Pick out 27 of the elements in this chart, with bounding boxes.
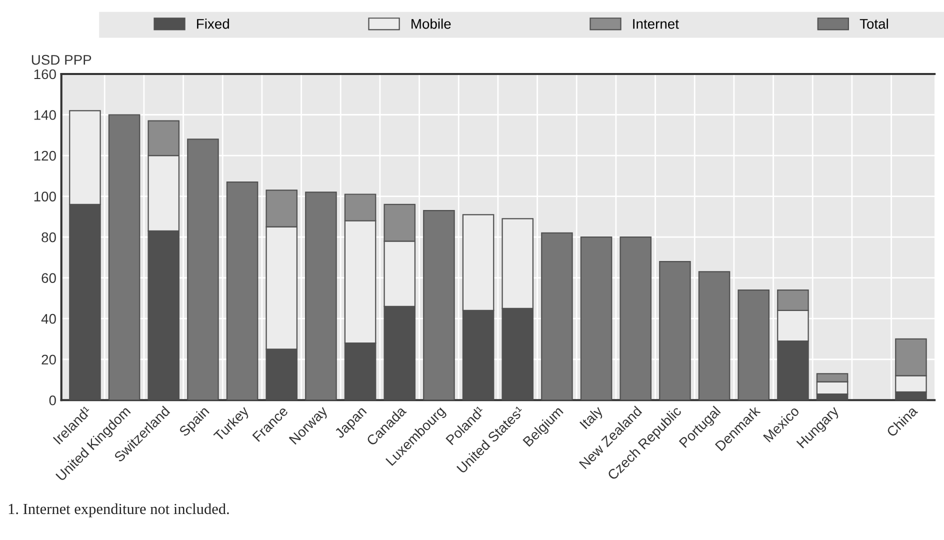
- bar: [738, 290, 770, 400]
- text: 1. Internet expenditure not included.: [8, 503, 229, 518]
- legend-label: Total: [860, 18, 888, 29]
- bar: [305, 192, 337, 400]
- y-tick-label: 140: [34, 110, 56, 120]
- y-tick-label: 120: [34, 150, 56, 161]
- y-tick-label: 160: [34, 69, 56, 80]
- y-axis-title: USD PPP: [32, 54, 92, 65]
- bar: [108, 114, 140, 400]
- bar: [659, 260, 691, 400]
- y-tick-label: 0: [49, 395, 56, 406]
- bar: [423, 210, 455, 400]
- legend-label: Mobile: [412, 18, 451, 29]
- y-tick-label: 100: [34, 192, 56, 202]
- legend-label: Fixed: [197, 18, 229, 29]
- bar: [698, 271, 730, 400]
- y-tick-label: 20: [42, 354, 56, 365]
- y-tick-label: 40: [41, 314, 56, 324]
- y-tick-label: 80: [42, 232, 56, 242]
- bar: [541, 232, 573, 400]
- y-tick-label: 60: [42, 273, 56, 283]
- bar: [620, 236, 652, 400]
- bar: [187, 138, 219, 400]
- bar: [580, 236, 612, 400]
- x-tick-label: Italy: [579, 405, 606, 432]
- bar: [226, 181, 258, 400]
- legend-label: Internet: [633, 19, 679, 29]
